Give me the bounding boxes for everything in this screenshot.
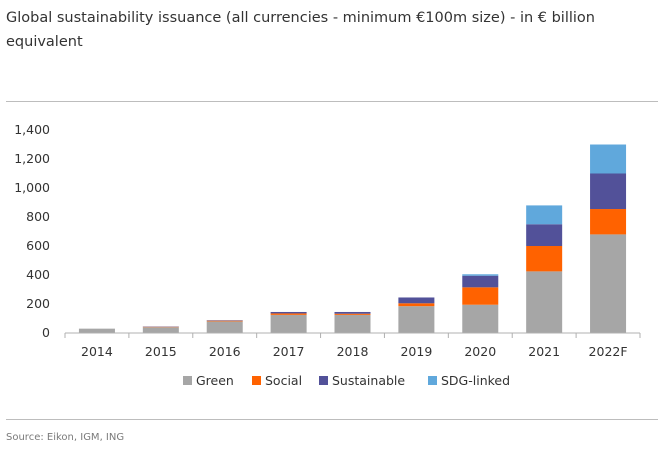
y-tick-label: 800: [26, 209, 50, 224]
bar-segment-sustainable: [334, 311, 371, 314]
bar-segment-social: [334, 313, 371, 315]
legend-swatch: [428, 376, 437, 385]
bar-segment-sdg-linked: [462, 274, 499, 276]
x-tick-label: 2020: [464, 344, 496, 359]
legend-swatch: [183, 376, 192, 385]
stacked-bar-chart: 0 200 400 600 800 1,000 1,200 1,400 2014 2015 2016…: [14, 122, 641, 388]
bar-segment-sustainable: [398, 297, 435, 304]
bar-segment-social: [270, 313, 307, 315]
x-tick-label: 2022F: [589, 344, 628, 359]
bar-segment-social: [206, 320, 243, 322]
bar-segment-green: [270, 314, 307, 333]
legend-label: Green: [196, 373, 234, 388]
bar-segment-green: [398, 306, 435, 333]
x-tick-label: 2014: [81, 344, 113, 359]
y-tick-label: 600: [26, 238, 50, 253]
bar-segment-green: [142, 327, 179, 333]
x-tick-label: 2021: [528, 344, 560, 359]
x-tick-label: 2015: [145, 344, 177, 359]
y-tick-label: 200: [26, 296, 50, 311]
x-tick-label: 2016: [209, 344, 241, 359]
legend-swatch: [252, 376, 261, 385]
y-tick-label: 0: [42, 325, 50, 340]
bar-segment-social: [526, 246, 563, 272]
legend-swatch: [319, 376, 328, 385]
bar-segment-sdg-linked: [526, 205, 563, 225]
legend-label: SDG-linked: [441, 373, 510, 388]
bar-segment-green: [590, 234, 627, 333]
source-note: Source: Eikon, IGM, ING: [6, 432, 125, 443]
bar-segment-social: [398, 303, 435, 307]
legend-label: Sustainable: [332, 373, 405, 388]
x-tick-label: 2019: [400, 344, 432, 359]
bar-segment-green: [206, 321, 243, 333]
bar-segment-green: [526, 271, 563, 333]
bar-segment-sustainable: [270, 311, 307, 314]
bottom-divider: [6, 419, 658, 420]
y-tick-label: 1,400: [14, 122, 50, 137]
bar-segment-sustainable: [526, 224, 563, 246]
y-tick-label: 1,200: [14, 151, 50, 166]
top-divider: [6, 101, 658, 102]
bar-segment-green: [462, 304, 499, 333]
bar-segment-sustainable: [590, 173, 627, 210]
y-tick-label: 1,000: [14, 180, 50, 195]
bar-segment-social: [590, 209, 627, 235]
bar-segment-green: [78, 328, 115, 333]
bar-segment-sustainable: [462, 275, 499, 288]
x-tick-label: 2018: [337, 344, 369, 359]
bar-segment-social: [462, 287, 499, 305]
bar-segment-green: [334, 314, 371, 333]
y-tick-label: 400: [26, 267, 50, 282]
chart-title: Global sustainability issuance (all curr…: [6, 10, 595, 50]
legend-label: Social: [265, 373, 302, 388]
x-tick-label: 2017: [273, 344, 305, 359]
bar-segment-sdg-linked: [590, 144, 627, 174]
